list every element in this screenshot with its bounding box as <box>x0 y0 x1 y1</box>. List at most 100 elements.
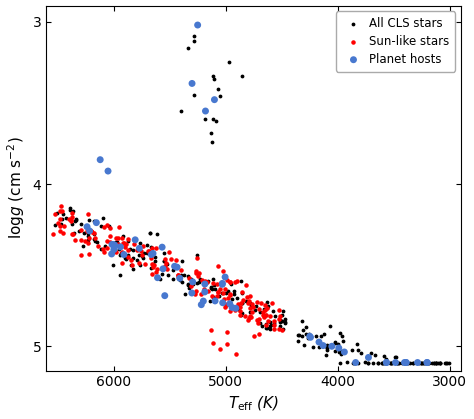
Planet hosts <box>158 244 166 251</box>
Sun-like stars <box>223 301 231 308</box>
Sun-like stars <box>78 227 85 234</box>
Sun-like stars <box>145 247 152 254</box>
Sun-like stars <box>161 256 168 263</box>
All CLS stars <box>437 359 444 366</box>
All CLS stars <box>117 272 124 279</box>
Sun-like stars <box>138 252 146 259</box>
All CLS stars <box>98 246 105 252</box>
All CLS stars <box>150 260 157 267</box>
All CLS stars <box>120 251 128 257</box>
Planet hosts <box>86 228 93 234</box>
All CLS stars <box>230 290 237 297</box>
Sun-like stars <box>243 293 251 300</box>
Sun-like stars <box>67 217 74 223</box>
All CLS stars <box>380 352 388 359</box>
Sun-like stars <box>118 248 126 255</box>
All CLS stars <box>294 332 302 339</box>
Sun-like stars <box>248 301 256 308</box>
All CLS stars <box>260 305 267 312</box>
All CLS stars <box>232 305 239 312</box>
Sun-like stars <box>222 302 229 309</box>
All CLS stars <box>262 321 269 327</box>
All CLS stars <box>203 278 211 285</box>
All CLS stars <box>169 276 177 282</box>
Sun-like stars <box>233 277 241 284</box>
All CLS stars <box>215 85 222 92</box>
Sun-like stars <box>238 289 246 295</box>
Sun-like stars <box>214 262 222 269</box>
Sun-like stars <box>104 238 111 244</box>
Sun-like stars <box>255 315 263 322</box>
All CLS stars <box>140 249 148 256</box>
Sun-like stars <box>85 235 92 242</box>
All CLS stars <box>177 108 185 114</box>
Sun-like stars <box>231 307 239 313</box>
Sun-like stars <box>275 306 283 313</box>
All CLS stars <box>336 349 343 355</box>
All CLS stars <box>242 298 249 305</box>
All CLS stars <box>416 359 423 366</box>
All CLS stars <box>137 261 144 268</box>
All CLS stars <box>222 290 230 296</box>
Sun-like stars <box>203 278 211 285</box>
Planet hosts <box>423 359 431 366</box>
Sun-like stars <box>226 308 233 315</box>
All CLS stars <box>126 246 134 252</box>
All CLS stars <box>348 347 356 353</box>
All CLS stars <box>58 216 66 222</box>
All CLS stars <box>323 347 331 354</box>
All CLS stars <box>378 359 386 366</box>
All CLS stars <box>361 358 369 365</box>
Sun-like stars <box>248 308 255 315</box>
All CLS stars <box>278 311 286 318</box>
All CLS stars <box>277 317 284 324</box>
Sun-like stars <box>253 298 260 305</box>
All CLS stars <box>121 255 128 261</box>
Sun-like stars <box>194 272 201 279</box>
All CLS stars <box>352 359 360 365</box>
All CLS stars <box>208 129 215 136</box>
Sun-like stars <box>226 291 233 297</box>
All CLS stars <box>228 281 235 288</box>
All CLS stars <box>207 285 215 292</box>
Sun-like stars <box>141 261 149 267</box>
All CLS stars <box>269 308 277 315</box>
Sun-like stars <box>77 252 85 259</box>
All CLS stars <box>258 323 265 330</box>
Sun-like stars <box>188 280 195 287</box>
All CLS stars <box>125 252 132 259</box>
Sun-like stars <box>224 329 231 336</box>
Sun-like stars <box>162 263 169 269</box>
All CLS stars <box>317 332 325 339</box>
All CLS stars <box>443 359 450 366</box>
Sun-like stars <box>226 292 234 299</box>
Sun-like stars <box>148 261 156 268</box>
All CLS stars <box>109 240 116 247</box>
All CLS stars <box>138 253 146 259</box>
All CLS stars <box>84 233 92 240</box>
All CLS stars <box>398 359 405 366</box>
Sun-like stars <box>249 303 257 310</box>
Sun-like stars <box>115 224 122 231</box>
All CLS stars <box>85 217 93 223</box>
All CLS stars <box>445 359 453 366</box>
All CLS stars <box>84 236 92 243</box>
Sun-like stars <box>208 293 216 300</box>
Sun-like stars <box>198 277 206 284</box>
Sun-like stars <box>268 300 276 306</box>
All CLS stars <box>113 239 120 246</box>
Sun-like stars <box>237 308 244 314</box>
All CLS stars <box>111 246 119 253</box>
Sun-like stars <box>276 313 283 319</box>
Sun-like stars <box>262 322 270 328</box>
Planet hosts <box>352 359 359 366</box>
All CLS stars <box>210 75 218 82</box>
All CLS stars <box>270 319 278 326</box>
All CLS stars <box>208 138 216 145</box>
Sun-like stars <box>148 245 156 251</box>
All CLS stars <box>57 221 64 228</box>
Sun-like stars <box>192 269 200 276</box>
X-axis label: $T_{\mathrm{eff}}$ (K): $T_{\mathrm{eff}}$ (K) <box>228 395 279 414</box>
Sun-like stars <box>191 290 198 297</box>
Planet hosts <box>188 290 196 296</box>
